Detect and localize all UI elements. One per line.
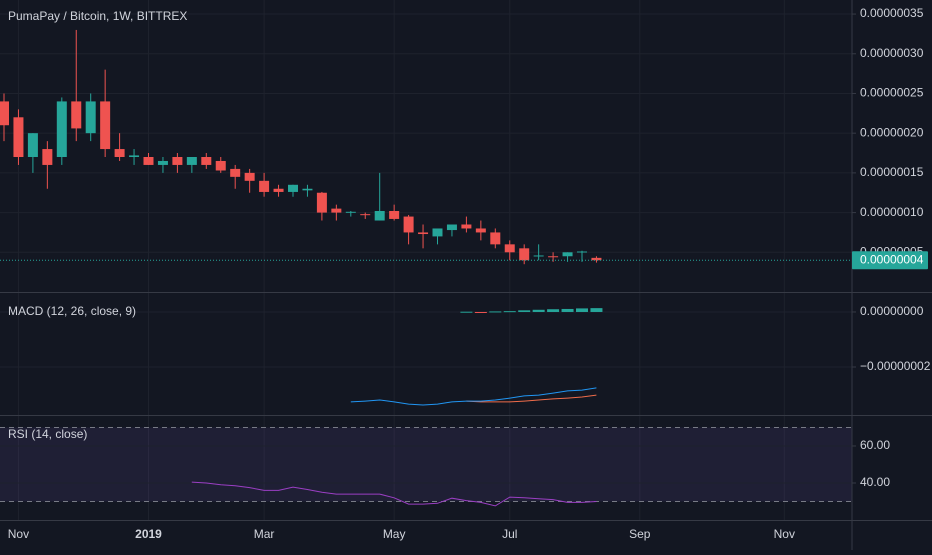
candle-body xyxy=(548,256,559,258)
candle-body xyxy=(85,101,96,134)
candle-body xyxy=(244,172,255,181)
candle-body xyxy=(273,188,284,192)
x-tick-label: 2019 xyxy=(135,527,162,541)
chart-title: PumaPay / Bitcoin, 1W, BITTREX xyxy=(8,9,187,23)
y-tick-label: 0.00000010 xyxy=(860,205,924,219)
histogram-bar xyxy=(460,311,473,313)
candle-body xyxy=(215,160,226,171)
x-tick-label: May xyxy=(383,527,406,541)
y-tick-label: 0.00000015 xyxy=(860,165,924,179)
candle-body xyxy=(157,160,168,165)
y-tick-label: 0.00000035 xyxy=(860,6,924,20)
histogram-bar xyxy=(576,308,588,312)
rsi-band xyxy=(0,427,852,502)
macd-title: MACD (12, 26, close, 9) xyxy=(8,304,136,318)
candle-body xyxy=(186,156,197,165)
histogram-bar xyxy=(474,311,487,313)
candle-body xyxy=(230,168,241,177)
candle-body xyxy=(114,149,125,157)
candle-body xyxy=(360,214,371,216)
signal-line xyxy=(466,394,597,403)
candle-body xyxy=(533,255,544,257)
last-price-tag xyxy=(852,251,928,270)
candle-body xyxy=(0,101,9,126)
y-tick-label: 0.00000000 xyxy=(860,304,924,318)
candle-body xyxy=(504,244,515,253)
candle-body xyxy=(259,180,270,192)
histogram-bar xyxy=(489,311,502,313)
histogram-bar xyxy=(590,308,603,312)
histogram-bar xyxy=(561,308,574,312)
y-tick-label: 0.00000025 xyxy=(860,86,924,100)
candle-body xyxy=(432,228,443,237)
candle-body xyxy=(302,188,313,191)
candle-body xyxy=(562,252,573,257)
candle-body xyxy=(577,251,587,253)
candle-body xyxy=(288,184,298,192)
candle-body xyxy=(13,117,24,157)
candle-body xyxy=(129,155,140,157)
candle-body xyxy=(56,101,67,157)
candle-body xyxy=(143,156,154,165)
candle-body xyxy=(461,224,472,229)
x-tick-label: Sep xyxy=(629,527,651,541)
candle-body xyxy=(490,232,501,245)
candle-body xyxy=(172,156,183,165)
rsi-line xyxy=(191,481,597,507)
candle-body xyxy=(446,224,457,231)
y-tick-label: 60.00 xyxy=(860,438,890,452)
candle-body xyxy=(316,192,327,213)
candle-body xyxy=(71,101,82,129)
histogram-bar xyxy=(547,309,560,312)
candle-body xyxy=(331,208,342,213)
candle-body xyxy=(403,216,414,233)
candle-body xyxy=(100,101,111,150)
candle-body xyxy=(42,149,53,165)
plot-layer xyxy=(0,0,852,520)
x-tick-label: Jul xyxy=(502,527,517,541)
candle-body xyxy=(475,228,486,233)
x-tick-label: Nov xyxy=(8,527,29,541)
candle-body xyxy=(418,232,429,235)
histogram-bar xyxy=(518,310,531,312)
histogram-bar xyxy=(532,309,545,312)
histogram-bar xyxy=(503,311,516,313)
x-tick-label: Mar xyxy=(254,527,275,541)
last-price-label: 0.00000004 xyxy=(860,252,924,266)
candle-body xyxy=(27,133,38,157)
x-tick-label: Nov xyxy=(774,527,795,541)
y-tick-label: 0.00000020 xyxy=(860,125,924,139)
candle-body xyxy=(345,211,356,213)
macd-line xyxy=(350,387,597,406)
y-tick-label: 40.00 xyxy=(860,475,890,489)
candle-body xyxy=(519,248,530,261)
candle-body xyxy=(591,257,602,261)
y-tick-label: 0.00000030 xyxy=(860,46,924,60)
candle-body xyxy=(389,210,400,219)
rsi-title: RSI (14, close) xyxy=(8,427,87,441)
candle-body xyxy=(374,210,385,221)
y-tick-label: −0.00000002 xyxy=(860,359,931,373)
candle-body xyxy=(201,156,212,165)
